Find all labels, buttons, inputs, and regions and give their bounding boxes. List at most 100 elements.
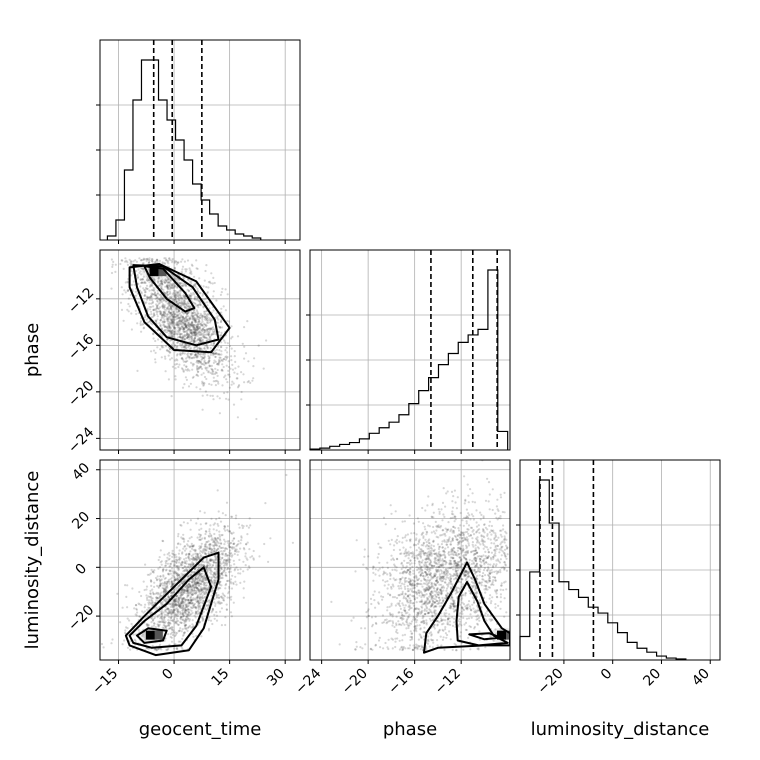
pair-geocent-time-phase-point [218, 397, 221, 400]
pair-geocent-time-phase-point [190, 270, 193, 274]
pair-geocent-time-phase-point [188, 305, 191, 308]
pair-geocent-time-luminosity-distance-point [183, 597, 186, 600]
pair-geocent-time-phase-point [198, 338, 201, 341]
pair-geocent-time-luminosity-distance-point [193, 582, 196, 586]
pair-phase-luminosity-distance-point [453, 562, 456, 566]
pair-geocent-time-luminosity-distance-point [213, 558, 216, 562]
pair-geocent-time-phase-point [170, 343, 173, 346]
pair-phase-luminosity-distance-point [429, 569, 432, 572]
pair-geocent-time-phase-point [183, 337, 186, 340]
pair-geocent-time-phase-point [170, 287, 173, 290]
pair-geocent-time-luminosity-distance-point [192, 587, 195, 590]
pair-phase-luminosity-distance-point [413, 584, 416, 587]
pair-geocent-time-luminosity-distance-point [218, 582, 221, 585]
pair-geocent-time-phase-point [164, 315, 167, 318]
pair-phase-luminosity-distance-point [454, 535, 457, 539]
pair-geocent-time-phase-point [188, 356, 191, 359]
pair-geocent-time-phase-point [220, 319, 223, 322]
pair-geocent-time-phase-point [220, 341, 223, 344]
pair-geocent-time-phase-point [173, 333, 176, 336]
pair-geocent-time-luminosity-distance-point [184, 579, 187, 582]
pair-geocent-time-luminosity-distance-point [189, 591, 192, 594]
pair-geocent-time-luminosity-distance-point [175, 622, 179, 625]
pair-geocent-time-luminosity-distance-point [153, 622, 156, 625]
pair-geocent-time-luminosity-distance-point [196, 555, 199, 558]
pair-geocent-time-phase-point [183, 327, 186, 330]
pair-geocent-time-phase-point [190, 314, 193, 318]
pair-geocent-time-luminosity-distance-point [207, 599, 211, 602]
pair-geocent-time-luminosity-distance-point [164, 586, 167, 589]
pair-geocent-time-phase-point [176, 341, 179, 344]
pair-geocent-time-luminosity-distance-point [191, 598, 194, 602]
pair-geocent-time-luminosity-distance-point [219, 572, 222, 576]
pair-geocent-time-luminosity-distance-point [181, 628, 184, 631]
pair-geocent-time-luminosity-distance-point [222, 546, 225, 549]
pair-geocent-time-luminosity-distance-point [162, 592, 165, 595]
pair-geocent-time-luminosity-distance-point [209, 524, 212, 527]
pair-geocent-time-luminosity-distance-point [200, 527, 203, 530]
pair-geocent-time-phase-point [137, 282, 140, 285]
pair-geocent-time-luminosity-distance-point [197, 602, 200, 605]
pair-geocent-time-phase-point [178, 329, 181, 332]
pair-geocent-time-phase-point [195, 317, 198, 320]
pair-geocent-time-luminosity-distance-point [245, 557, 248, 560]
pair-geocent-time-phase-point [150, 283, 154, 286]
pair-geocent-time-phase-point [191, 316, 194, 319]
pair-geocent-time-luminosity-distance-point [186, 575, 189, 578]
pair-geocent-time-luminosity-distance-point [189, 602, 192, 605]
pair-phase-luminosity-distance-point [465, 559, 468, 562]
pair-geocent-time-luminosity-distance-point [187, 614, 190, 617]
pair-geocent-time-phase-point [168, 351, 171, 354]
pair-geocent-time-phase-point [170, 323, 173, 326]
pair-geocent-time-luminosity-distance-point [227, 590, 230, 593]
pair-geocent-time-phase-point [213, 359, 216, 362]
pair-geocent-time-phase-point [135, 312, 138, 316]
pair-geocent-time-luminosity-distance-point [184, 606, 187, 609]
pair-geocent-time-phase-point [155, 307, 159, 310]
pair-geocent-time-phase-point [121, 259, 124, 262]
pair-geocent-time-phase-point [217, 318, 220, 321]
pair-geocent-time-phase-point [166, 260, 169, 264]
pair-geocent-time-luminosity-distance-point [203, 545, 206, 548]
pair-phase-luminosity-distance-point [423, 563, 426, 566]
pair-geocent-time-luminosity-distance-point [204, 532, 207, 536]
pair-geocent-time-phase-point [182, 358, 185, 361]
pair-geocent-time-luminosity-distance-point [170, 584, 174, 587]
pair-geocent-time-luminosity-distance-point [197, 605, 200, 608]
pair-geocent-time-phase-point [179, 322, 182, 326]
pair-geocent-time-phase-point [166, 293, 169, 296]
pair-geocent-time-phase-point [143, 294, 146, 297]
pair-geocent-time-luminosity-distance-point [123, 631, 127, 635]
pair-geocent-time-luminosity-distance-point [205, 579, 208, 582]
pair-geocent-time-phase-point [167, 259, 170, 262]
pair-geocent-time-phase-point [196, 367, 199, 370]
pair-geocent-time-luminosity-distance-point [197, 556, 200, 559]
pair-geocent-time-luminosity-distance-point [146, 623, 149, 626]
pair-geocent-time-phase-point [174, 294, 177, 297]
pair-geocent-time-phase-point [184, 324, 187, 327]
pair-geocent-time-luminosity-distance-point [157, 623, 160, 627]
pair-phase-luminosity-distance-point [403, 559, 406, 562]
pair-geocent-time-phase-point [196, 352, 199, 355]
pair-geocent-time-phase-point [177, 303, 180, 306]
pair-geocent-time-phase-point [196, 355, 199, 358]
pair-geocent-time-luminosity-distance-point [195, 566, 198, 569]
pair-geocent-time-phase-point [162, 298, 166, 301]
pair-geocent-time-luminosity-distance-point [133, 607, 136, 610]
pair-geocent-time-luminosity-distance-point [201, 590, 204, 593]
pair-phase-luminosity-distance-point [471, 596, 474, 599]
pair-geocent-time-phase-point [201, 357, 204, 360]
pair-phase-luminosity-distance-point [451, 537, 454, 541]
pair-geocent-time-luminosity-distance-point [185, 589, 189, 593]
pair-geocent-time-phase-point [220, 350, 223, 353]
pair-geocent-time-phase-point [141, 278, 145, 281]
pair-geocent-time-luminosity-distance-point [220, 567, 223, 570]
pair-geocent-time-phase-point [175, 291, 178, 294]
pair-geocent-time-luminosity-distance-point [189, 564, 192, 567]
pair-geocent-time-luminosity-distance-point [210, 558, 213, 561]
pair-geocent-time-phase-point [168, 332, 171, 335]
pair-phase-luminosity-distance-point [447, 585, 450, 588]
pair-geocent-time-phase-point [215, 348, 218, 351]
pair-geocent-time-luminosity-distance-point [134, 604, 138, 607]
pair-geocent-time-phase-point [156, 346, 159, 349]
